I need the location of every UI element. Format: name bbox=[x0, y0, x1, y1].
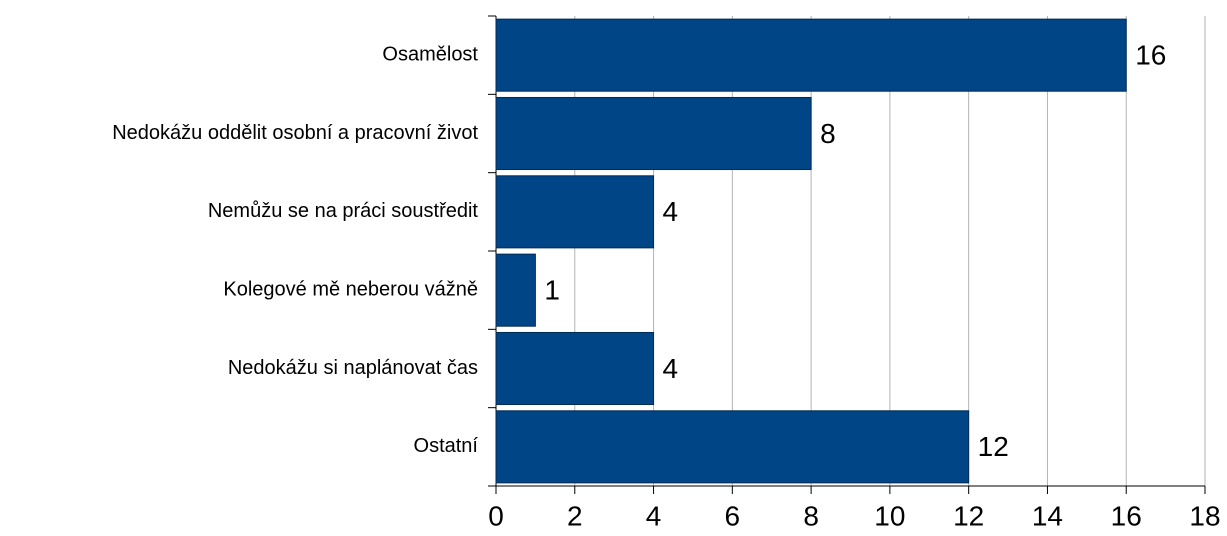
bar bbox=[495, 96, 812, 171]
x-tick-label: 4 bbox=[646, 500, 662, 531]
data-label: 8 bbox=[820, 118, 836, 149]
bar bbox=[495, 410, 970, 484]
y-tick-label: Ostatní bbox=[414, 435, 479, 457]
y-tick-label: Osamělost bbox=[382, 43, 478, 65]
data-label: 4 bbox=[663, 353, 679, 384]
x-tick-label: 18 bbox=[1189, 500, 1220, 531]
x-tick-label: 0 bbox=[488, 500, 504, 531]
y-tick-label: Nedokážu si naplánovat čas bbox=[228, 357, 478, 379]
y-tick-label: Nedokážu oddělit osobní a pracovní život bbox=[112, 122, 478, 144]
data-label: 12 bbox=[978, 431, 1009, 462]
bar bbox=[495, 18, 1127, 92]
data-label: 1 bbox=[544, 275, 560, 306]
data-label: 4 bbox=[663, 196, 679, 227]
x-tick-label: 14 bbox=[1032, 500, 1063, 531]
bar bbox=[495, 331, 655, 406]
y-tick-label: Nemůžu se na práci soustředit bbox=[208, 200, 479, 222]
y-tick-label: Kolegové mě neberou vážně bbox=[223, 278, 478, 300]
bar bbox=[495, 175, 655, 249]
x-tick-label: 2 bbox=[567, 500, 583, 531]
data-label: 16 bbox=[1135, 40, 1166, 71]
x-tick-label: 10 bbox=[874, 500, 905, 531]
x-tick-label: 8 bbox=[803, 500, 819, 531]
x-tick-label: 6 bbox=[725, 500, 741, 531]
x-tick-label: 12 bbox=[953, 500, 984, 531]
x-tick-label: 16 bbox=[1111, 500, 1142, 531]
bar bbox=[495, 253, 536, 327]
